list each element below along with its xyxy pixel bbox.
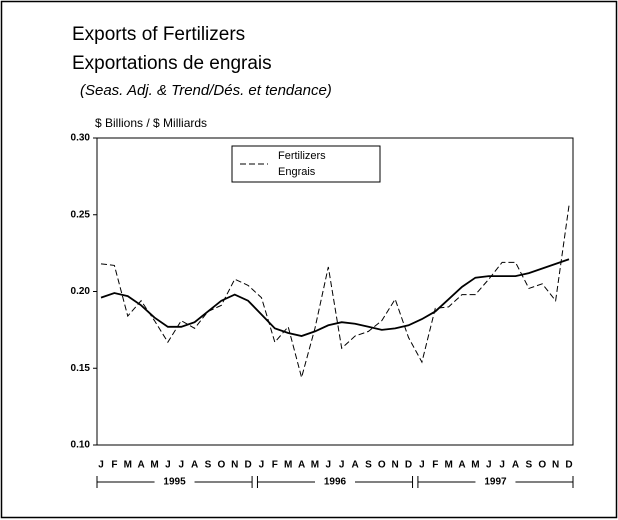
group-label: 1996 xyxy=(324,477,347,488)
legend-label: Fertilizers xyxy=(278,150,326,162)
x-tick-label: J xyxy=(178,460,184,471)
x-tick-label: D xyxy=(565,460,572,471)
y-tick-label: 0.30 xyxy=(71,133,91,144)
x-tick-label: N xyxy=(231,460,238,471)
x-tick-label: D xyxy=(405,460,412,471)
chart-title: Exports of Fertilizers xyxy=(72,24,245,45)
x-tick-label: F xyxy=(432,460,438,471)
group-label: 1997 xyxy=(484,477,507,488)
group-label: 1995 xyxy=(163,477,186,488)
x-tick-label: O xyxy=(378,460,386,471)
legend xyxy=(231,145,381,183)
x-tick-label: J xyxy=(165,460,171,471)
x-tick-label: A xyxy=(298,460,305,471)
plot-frame xyxy=(96,137,574,446)
legend-label-fr: Engrais xyxy=(278,166,316,178)
trend-line xyxy=(100,258,570,337)
y-tick-label: 0.25 xyxy=(71,209,91,220)
x-tick-label: M xyxy=(311,460,319,471)
x-tick-label: F xyxy=(111,460,117,471)
x-tick-label: A xyxy=(512,460,519,471)
x-tick-label: A xyxy=(191,460,198,471)
x-tick-label: N xyxy=(392,460,399,471)
x-tick-label: A xyxy=(351,460,358,471)
chart-title-fr: Exportations de engrais xyxy=(72,53,272,74)
x-tick-label: J xyxy=(259,460,265,471)
x-tick-label: D xyxy=(244,460,251,471)
x-tick-label: M xyxy=(124,460,132,471)
chart-subtitle: (Seas. Adj. & Trend/Dés. et tendance) xyxy=(80,82,332,99)
x-tick-label: N xyxy=(552,460,559,471)
y-axis-label: $ Billions / $ Milliards xyxy=(95,116,207,130)
x-tick-label: M xyxy=(444,460,452,471)
x-tick-label: F xyxy=(272,460,278,471)
x-tick-label: M xyxy=(284,460,292,471)
x-tick-label: J xyxy=(339,460,345,471)
x-tick-label: A xyxy=(458,460,465,471)
x-tick-label: J xyxy=(499,460,505,471)
x-tick-label: J xyxy=(419,460,425,471)
y-tick-label: 0.15 xyxy=(71,363,91,374)
y-tick-label: 0.20 xyxy=(71,286,91,297)
x-tick-label: A xyxy=(137,460,144,471)
x-tick-label: O xyxy=(217,460,225,471)
x-tick-label: S xyxy=(365,460,372,471)
x-tick-label: M xyxy=(150,460,158,471)
x-tick-label: S xyxy=(205,460,212,471)
x-tick-label: M xyxy=(471,460,479,471)
y-tick-label: 0.10 xyxy=(71,440,91,451)
x-tick-label: J xyxy=(98,460,104,471)
x-tick-label: J xyxy=(486,460,492,471)
dashed-line xyxy=(100,205,570,380)
x-tick-label: J xyxy=(326,460,332,471)
x-tick-label: S xyxy=(526,460,533,471)
x-tick-label: O xyxy=(538,460,546,471)
